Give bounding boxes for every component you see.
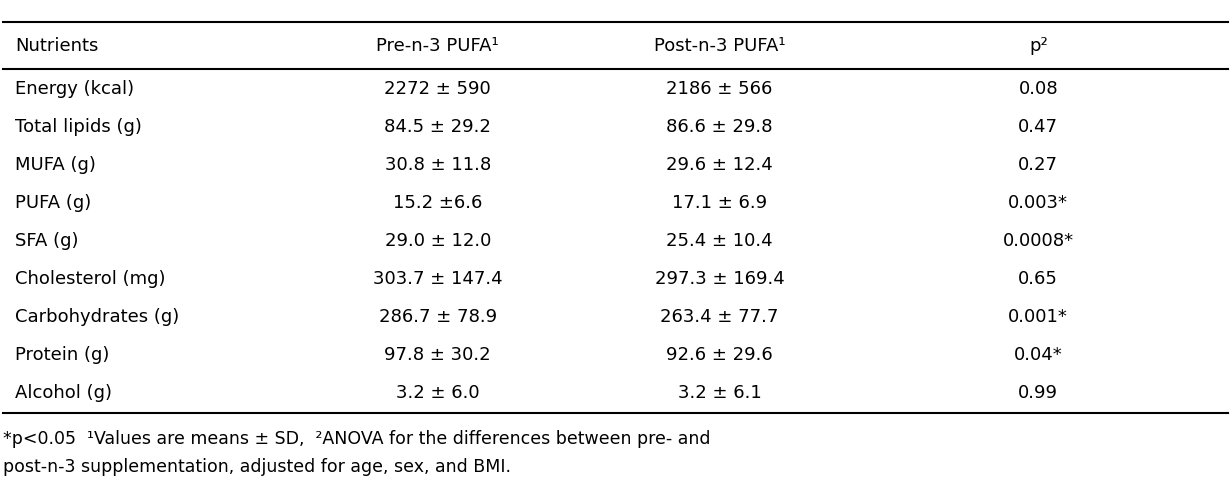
Text: MUFA (g): MUFA (g) bbox=[15, 156, 96, 174]
Text: *p<0.05  ¹Values are means ± SD,  ²ANOVA for the differences between pre- and: *p<0.05 ¹Values are means ± SD, ²ANOVA f… bbox=[2, 430, 710, 448]
Text: 86.6 ± 29.8: 86.6 ± 29.8 bbox=[666, 118, 773, 135]
Text: 0.27: 0.27 bbox=[1018, 156, 1059, 174]
Text: 29.0 ± 12.0: 29.0 ± 12.0 bbox=[384, 232, 491, 250]
Text: Nutrients: Nutrients bbox=[15, 37, 98, 54]
Text: 2272 ± 590: 2272 ± 590 bbox=[384, 80, 491, 97]
Text: 84.5 ± 29.2: 84.5 ± 29.2 bbox=[384, 118, 491, 135]
Text: 92.6 ± 29.6: 92.6 ± 29.6 bbox=[666, 347, 773, 364]
Text: Carbohydrates (g): Carbohydrates (g) bbox=[15, 308, 180, 326]
Text: Total lipids (g): Total lipids (g) bbox=[15, 118, 142, 135]
Text: 3.2 ± 6.0: 3.2 ± 6.0 bbox=[396, 385, 480, 402]
Text: Pre-n-3 PUFA¹: Pre-n-3 PUFA¹ bbox=[377, 37, 500, 54]
Text: 17.1 ± 6.9: 17.1 ± 6.9 bbox=[672, 194, 767, 212]
Text: p²: p² bbox=[1029, 37, 1048, 54]
Text: PUFA (g): PUFA (g) bbox=[15, 194, 91, 212]
Text: 0.47: 0.47 bbox=[1018, 118, 1059, 135]
Text: 286.7 ± 78.9: 286.7 ± 78.9 bbox=[379, 308, 497, 326]
Text: Alcohol (g): Alcohol (g) bbox=[15, 385, 112, 402]
Text: SFA (g): SFA (g) bbox=[15, 232, 79, 250]
Text: 3.2 ± 6.1: 3.2 ± 6.1 bbox=[678, 385, 762, 402]
Text: 15.2 ±6.6: 15.2 ±6.6 bbox=[393, 194, 483, 212]
Text: 0.99: 0.99 bbox=[1018, 385, 1059, 402]
Text: Post-n-3 PUFA¹: Post-n-3 PUFA¹ bbox=[654, 37, 785, 54]
Text: 2186 ± 566: 2186 ± 566 bbox=[666, 80, 773, 97]
Text: 0.65: 0.65 bbox=[1018, 270, 1059, 288]
Text: 30.8 ± 11.8: 30.8 ± 11.8 bbox=[384, 156, 491, 174]
Text: 97.8 ± 30.2: 97.8 ± 30.2 bbox=[384, 347, 491, 364]
Text: 263.4 ± 77.7: 263.4 ± 77.7 bbox=[661, 308, 779, 326]
Text: 0.003*: 0.003* bbox=[1008, 194, 1069, 212]
Text: 303.7 ± 147.4: 303.7 ± 147.4 bbox=[373, 270, 502, 288]
Text: Cholesterol (mg): Cholesterol (mg) bbox=[15, 270, 165, 288]
Text: 297.3 ± 169.4: 297.3 ± 169.4 bbox=[655, 270, 784, 288]
Text: 0.0008*: 0.0008* bbox=[1003, 232, 1073, 250]
Text: post-n-3 supplementation, adjusted for age, sex, and BMI.: post-n-3 supplementation, adjusted for a… bbox=[2, 458, 511, 476]
Text: Energy (kcal): Energy (kcal) bbox=[15, 80, 134, 97]
Text: 0.08: 0.08 bbox=[1018, 80, 1059, 97]
Text: 0.04*: 0.04* bbox=[1014, 347, 1062, 364]
Text: Protein (g): Protein (g) bbox=[15, 347, 110, 364]
Text: 0.001*: 0.001* bbox=[1008, 308, 1069, 326]
Text: 25.4 ± 10.4: 25.4 ± 10.4 bbox=[666, 232, 773, 250]
Text: 29.6 ± 12.4: 29.6 ± 12.4 bbox=[666, 156, 773, 174]
